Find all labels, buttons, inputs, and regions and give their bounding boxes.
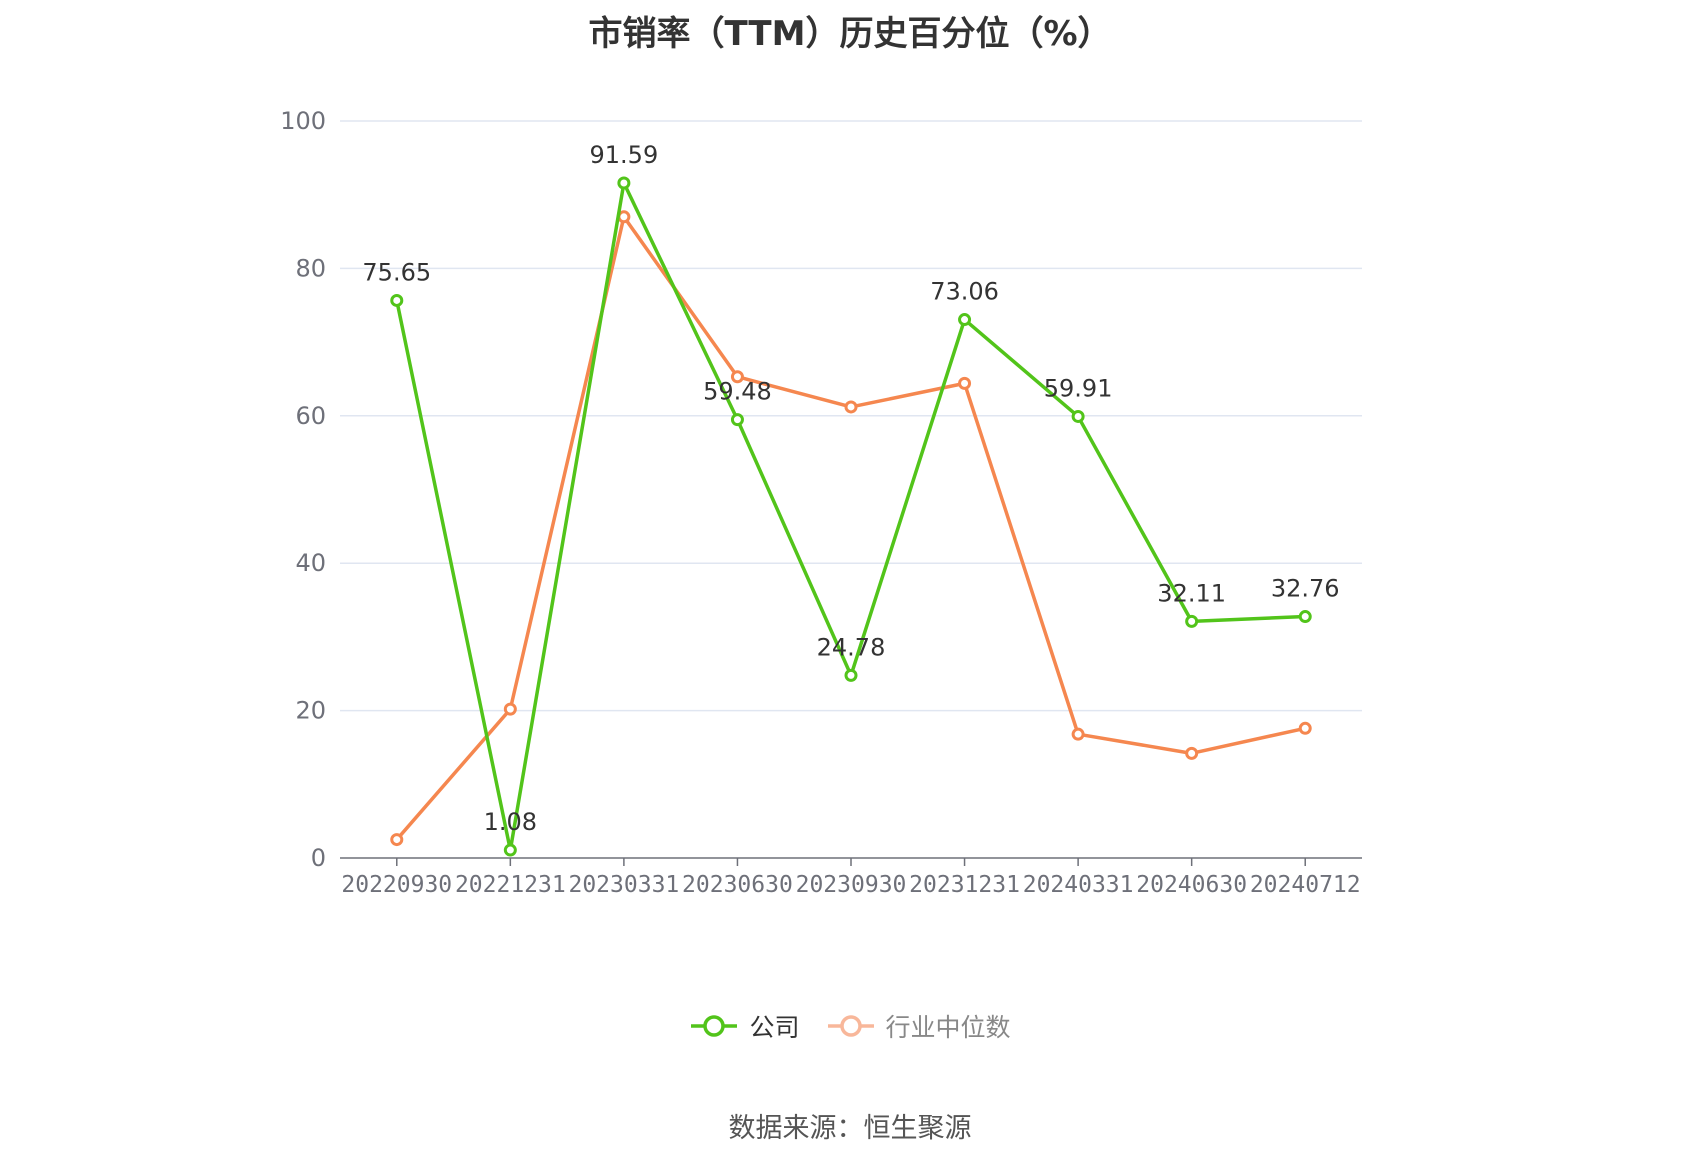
chart-title: 市销率（TTM）历史百分位（%） xyxy=(588,14,1112,54)
data-point xyxy=(1185,746,1199,760)
x-tick-label: 20221231 xyxy=(455,872,566,898)
series-line-industry-median xyxy=(395,215,1306,841)
data-labels: 75.65 1.08 91.59 59.48 24.78 73.06 59.91 32.11 3… xyxy=(362,141,1339,836)
y-tick-label: 80 xyxy=(295,254,326,282)
y-tick-label: 60 xyxy=(295,402,326,430)
data-point xyxy=(503,843,517,857)
data-label: 73.06 xyxy=(930,278,999,306)
data-point xyxy=(1298,610,1312,624)
data-label: 32.76 xyxy=(1271,575,1340,603)
data-point xyxy=(1298,721,1312,735)
legend-item[interactable]: 公司 xyxy=(689,1008,800,1044)
data-point xyxy=(844,400,858,414)
x-tick-label: 20240712 xyxy=(1250,872,1361,898)
data-point xyxy=(390,833,404,847)
x-tick-label: 20240331 xyxy=(1023,872,1134,898)
data-label: 32.11 xyxy=(1157,579,1226,607)
data-point xyxy=(617,176,631,190)
source-note: 数据来源：恒生聚源 xyxy=(728,1113,972,1144)
data-point xyxy=(958,376,972,390)
data-point xyxy=(1071,409,1085,423)
data-point xyxy=(958,313,972,327)
data-label: 59.48 xyxy=(703,378,772,406)
x-tick-label: 20231231 xyxy=(909,872,1020,898)
legend-swatch xyxy=(827,1015,874,1037)
data-point xyxy=(730,370,744,384)
data-label: 75.65 xyxy=(362,258,431,286)
data-point xyxy=(503,702,517,716)
y-tick-label: 0 xyxy=(311,844,326,872)
data-point xyxy=(390,293,404,307)
legend-swatch xyxy=(691,1015,738,1037)
data-label: 91.59 xyxy=(590,141,659,169)
x-tick-label: 20220930 xyxy=(341,872,452,898)
data-point xyxy=(844,668,858,682)
y-tick-label: 40 xyxy=(295,549,326,577)
x-tick-label: 20230331 xyxy=(568,872,679,898)
data-label: 24.78 xyxy=(817,633,886,661)
legend-label: 行业中位数 xyxy=(885,1013,1011,1042)
legend-item[interactable]: 行业中位数 xyxy=(826,1008,1011,1044)
legend: 公司 行业中位数 xyxy=(0,1008,1700,1044)
x-tick-label: 20240630 xyxy=(1136,872,1247,898)
y-tick-label: 100 xyxy=(280,107,326,135)
data-label: 1.08 xyxy=(484,808,537,836)
data-point xyxy=(1071,727,1085,741)
x-tick-label: 20230630 xyxy=(682,872,793,898)
data-point xyxy=(1185,614,1199,628)
data-point xyxy=(730,413,744,427)
y-tick-label: 20 xyxy=(295,697,326,725)
legend-label: 公司 xyxy=(749,1013,800,1042)
x-tick-label: 20230930 xyxy=(796,872,907,898)
data-label: 59.91 xyxy=(1044,374,1113,402)
series-lines xyxy=(390,176,1312,857)
